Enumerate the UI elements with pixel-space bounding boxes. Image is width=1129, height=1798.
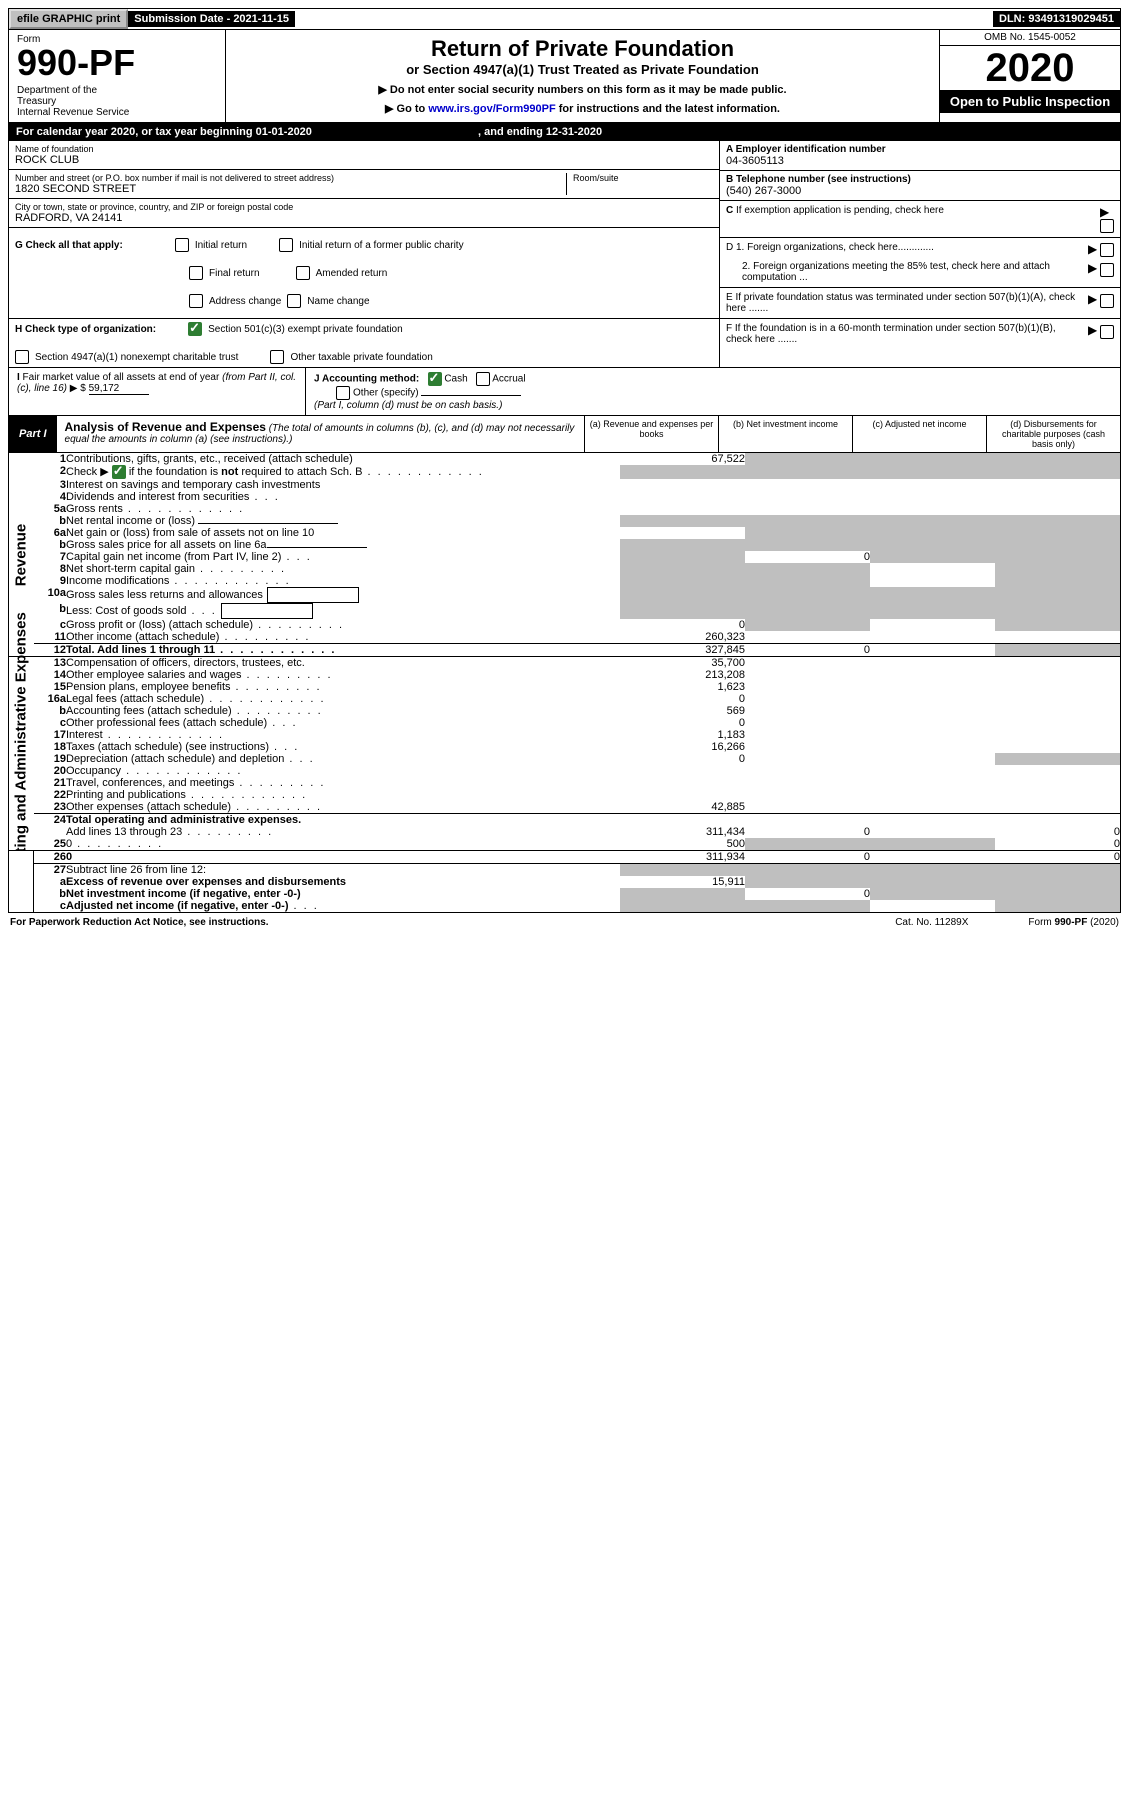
tax-year: 2020 (940, 46, 1120, 90)
checkbox-d1[interactable] (1100, 243, 1114, 257)
checkbox-initial-return[interactable] (175, 238, 189, 252)
section-d1-text: D 1. Foreign organizations, check here..… (726, 242, 1082, 257)
form-subtitle: or Section 4947(a)(1) Trust Treated as P… (232, 62, 933, 77)
col-d-header: (d) Disbursements for charitable purpose… (986, 416, 1120, 452)
efile-print-button[interactable]: efile GRAPHIC print (9, 9, 128, 29)
j-note: (Part I, column (d) must be on cash basi… (314, 400, 502, 411)
part-1-label: Part I (9, 416, 57, 452)
omb-number: OMB No. 1545-0052 (940, 30, 1120, 46)
city: RADFORD, VA 24141 (15, 212, 713, 224)
foundation-name-label: Name of foundation (15, 144, 713, 154)
checkbox-4947a1[interactable] (15, 350, 29, 364)
col-a-header: (a) Revenue and expenses per books (584, 416, 718, 452)
footer-form-ref: Form 990-PF (2020) (1028, 917, 1119, 928)
ein-label: A Employer identification number (726, 144, 1114, 155)
checkbox-address-change[interactable] (189, 294, 203, 308)
foundation-name: ROCK CLUB (15, 154, 713, 166)
phone-label: B Telephone number (see instructions) (726, 174, 1114, 185)
address-label: Number and street (or P.O. box number if… (15, 173, 566, 183)
page-footer: For Paperwork Reduction Act Notice, see … (8, 913, 1121, 932)
top-bar: efile GRAPHIC print Submission Date - 20… (8, 8, 1121, 30)
checkbox-other-taxable[interactable] (270, 350, 284, 364)
form-title: Return of Private Foundation (232, 36, 933, 62)
section-e-text: E If private foundation status was termi… (726, 292, 1082, 314)
header-note-2: ▶ Go to www.irs.gov/Form990PF for instru… (232, 102, 933, 115)
checkbox-c[interactable] (1100, 219, 1114, 233)
open-to-public: Open to Public Inspection (940, 90, 1120, 113)
checkbox-amended-return[interactable] (296, 266, 310, 280)
ein: 04-3605113 (726, 155, 1114, 167)
checkbox-f[interactable] (1100, 325, 1114, 339)
section-d2-text: 2. Foreign organizations meeting the 85%… (726, 261, 1082, 283)
checkbox-final-return[interactable] (189, 266, 203, 280)
col-c-header: (c) Adjusted net income (852, 416, 986, 452)
footer-cat-no: Cat. No. 11289X (895, 917, 968, 928)
checkbox-initial-former[interactable] (279, 238, 293, 252)
col-b-header: (b) Net investment income (718, 416, 852, 452)
identification-block: Name of foundation ROCK CLUB Number and … (8, 141, 1121, 368)
checkbox-name-change[interactable] (287, 294, 301, 308)
dept-treasury: Department of theTreasuryInternal Revenu… (17, 85, 217, 118)
footer-left: For Paperwork Reduction Act Notice, see … (10, 917, 269, 928)
checkbox-501c3[interactable] (188, 322, 202, 336)
section-f-text: F If the foundation is in a 60-month ter… (726, 323, 1082, 345)
header-note-1: ▶ Do not enter social security numbers o… (232, 83, 933, 96)
section-c-text: If exemption application is pending, che… (736, 205, 944, 216)
fmv-value: 59,172 (89, 383, 149, 395)
revenue-side-label: Revenue (13, 523, 30, 586)
submission-date: Submission Date - 2021-11-15 (128, 11, 295, 27)
form-number: 990-PF (17, 45, 217, 81)
checkbox-accrual[interactable] (476, 372, 490, 386)
phone: (540) 267-3000 (726, 185, 1114, 197)
part-1-table: Revenue 1Contributions, gifts, grants, e… (8, 453, 1121, 913)
checkbox-other-method[interactable] (336, 386, 350, 400)
dln: DLN: 93491319029451 (993, 11, 1120, 27)
checkbox-cash[interactable] (428, 372, 442, 386)
form-header: Form 990-PF Department of theTreasuryInt… (8, 30, 1121, 123)
checkbox-sch-b[interactable] (112, 465, 126, 479)
checkbox-e[interactable] (1100, 294, 1114, 308)
calendar-year-strip: For calendar year 2020, or tax year begi… (8, 123, 1121, 141)
address: 1820 SECOND STREET (15, 183, 566, 195)
section-h: H Check type of organization: Section 50… (9, 319, 719, 367)
city-label: City or town, state or province, country… (15, 202, 713, 212)
room-label: Room/suite (573, 173, 713, 183)
irs-link[interactable]: www.irs.gov/Form990PF (428, 103, 555, 115)
section-i-j: I Fair market value of all assets at end… (8, 368, 1121, 416)
section-g: G Check all that apply: Initial return I… (9, 228, 719, 319)
checkbox-d2[interactable] (1100, 263, 1114, 277)
part-1-header: Part I Analysis of Revenue and Expenses … (8, 416, 1121, 453)
